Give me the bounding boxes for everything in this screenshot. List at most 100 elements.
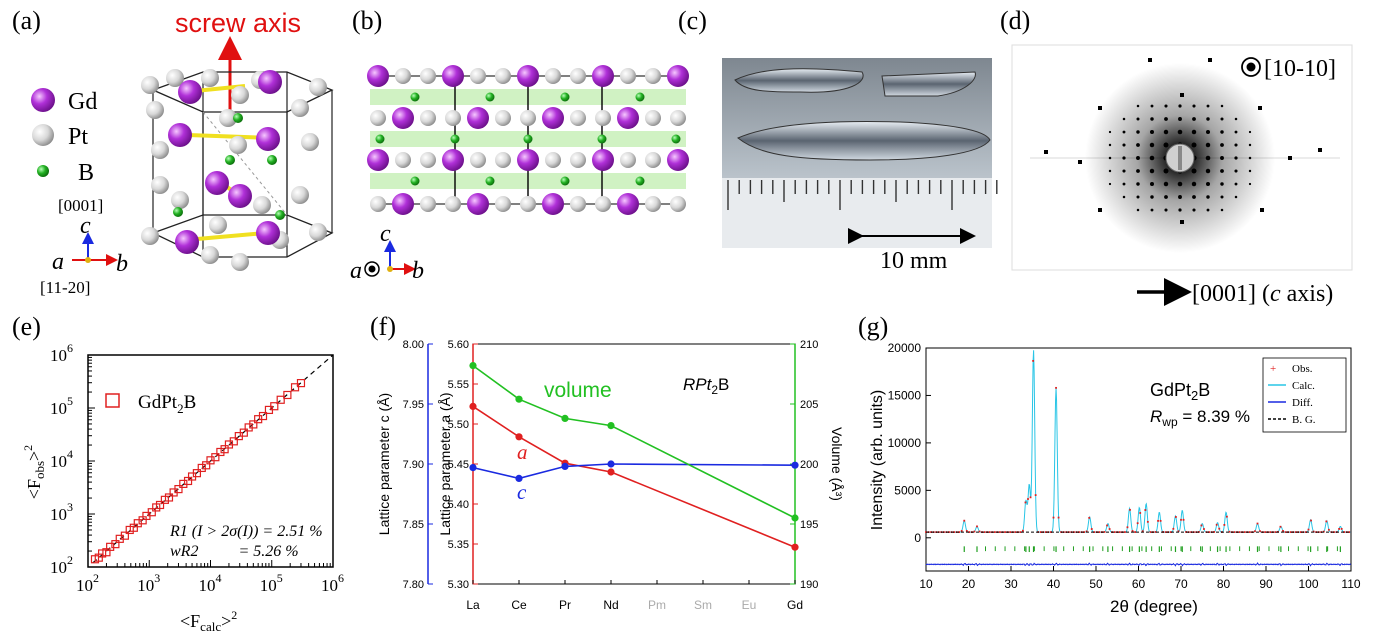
e-point xyxy=(276,395,285,404)
e-xtick-label: 104 xyxy=(199,571,222,595)
pt-atom xyxy=(520,110,536,126)
laue-spot xyxy=(1164,117,1168,121)
laue-spot xyxy=(1136,143,1140,147)
b-axis-b-label: b xyxy=(412,258,424,284)
pt-atom xyxy=(370,196,386,212)
laue-spot xyxy=(1122,156,1126,160)
scale-bar-label: 10 mm xyxy=(880,248,948,274)
b-atom xyxy=(485,92,495,102)
pt-atom xyxy=(520,196,536,212)
e-xtick-label: 102 xyxy=(76,571,99,595)
laue-spot xyxy=(1206,104,1210,108)
g-obs-point xyxy=(1057,516,1060,519)
g-obs-point xyxy=(1238,531,1241,533)
gd-atom xyxy=(367,149,389,171)
e-wr2: wR2 = 5.26 % xyxy=(170,543,299,560)
e-ylabel: <Fobs>2 xyxy=(21,445,47,499)
laue-spot xyxy=(1177,181,1183,187)
g-obs-point xyxy=(1029,496,1032,499)
gd-atom xyxy=(442,65,464,87)
laue-spot-far xyxy=(1180,220,1184,224)
e-point xyxy=(202,461,211,470)
gd-atom xyxy=(542,107,564,129)
g-ytick-label: 15000 xyxy=(888,388,922,402)
g-obs-point xyxy=(1299,531,1302,533)
g-obs-point xyxy=(1103,531,1106,533)
g-obs-point xyxy=(1139,512,1142,514)
g-obs-point xyxy=(1136,522,1139,525)
f-ylabel-c: Lattice parameter c (Å) xyxy=(376,393,392,535)
g-obs-point xyxy=(1248,531,1251,533)
g-xtick-label: 90 xyxy=(1259,577,1273,591)
gd-atom xyxy=(617,193,639,215)
dir-c-index: [0001] xyxy=(58,196,103,215)
g-xtick-label: 70 xyxy=(1174,577,1188,591)
pt-atom xyxy=(370,110,386,126)
f-v-tick-label: 195 xyxy=(800,519,818,531)
gd-atom xyxy=(442,149,464,171)
laue-spot xyxy=(1163,181,1169,187)
pt-atom xyxy=(545,152,561,168)
g-ytick-label: 0 xyxy=(914,531,921,545)
f-v-tick-label: 210 xyxy=(800,339,818,351)
g-obs-point xyxy=(1215,523,1218,526)
laue-spot xyxy=(1220,130,1224,134)
g-obs-point xyxy=(976,525,978,528)
f-point-volume xyxy=(607,422,615,430)
pt-atom xyxy=(645,196,661,212)
pt-atom xyxy=(470,152,486,168)
f-c-tick-label: 7.80 xyxy=(403,579,424,591)
laue-spot xyxy=(1149,142,1155,148)
gd-atom xyxy=(542,193,564,215)
crystal-2 xyxy=(881,71,976,97)
g-xtick-label: 20 xyxy=(962,577,976,591)
g-obs-point xyxy=(1325,520,1328,523)
b-atom xyxy=(410,92,420,102)
f-point-c xyxy=(469,464,477,472)
g-obs-point xyxy=(1108,528,1111,530)
laue-spot xyxy=(1206,117,1210,121)
g-obs-point xyxy=(1182,518,1185,521)
e-point xyxy=(98,549,107,558)
g-obs-point xyxy=(1338,527,1340,530)
bond xyxy=(185,231,266,242)
pt-atom xyxy=(420,68,436,84)
f-c-tick-label: 7.95 xyxy=(403,399,424,411)
panel-g-chart: 10 20 30 40 50 60 70 80 90 100 110 0 5000 10000 15000 2… xyxy=(869,341,1361,616)
laue-spot xyxy=(1205,155,1211,161)
f-point-a xyxy=(607,468,615,476)
gd-atom xyxy=(205,171,229,195)
panel-f-label: (f) xyxy=(370,312,396,341)
gd-atom xyxy=(367,65,389,87)
b-atom xyxy=(275,210,285,220)
f-xtick-label: Eu xyxy=(742,598,757,612)
g-obs-point xyxy=(1213,531,1216,533)
f-point-volume xyxy=(469,362,477,370)
gd-atom xyxy=(592,149,614,171)
laue-spot xyxy=(1220,208,1224,212)
f-point-c xyxy=(791,461,799,469)
g-xtick-label: 60 xyxy=(1132,577,1146,591)
laue-spot xyxy=(1108,169,1112,173)
pt-atom xyxy=(495,68,511,84)
e-xtick-exp: 2 xyxy=(93,571,99,585)
f-xtick-label: Pr xyxy=(559,598,571,612)
g-obs-point xyxy=(1093,531,1096,533)
laue-spot xyxy=(1234,182,1238,186)
gd-atom xyxy=(517,65,539,87)
laue-spot xyxy=(1192,117,1196,121)
laue-spot xyxy=(1234,130,1238,134)
g-obs-point xyxy=(958,531,961,533)
b-axis-a-label: a xyxy=(350,258,362,284)
legend-b-icon xyxy=(37,165,49,177)
b-axis-a-dot-center xyxy=(368,265,376,273)
f-v-tick-label: 200 xyxy=(800,459,818,471)
f-ylabel-a: Lattice parameter a (Å) xyxy=(437,392,453,535)
laue-spot xyxy=(1248,182,1252,186)
gd-atom xyxy=(617,107,639,129)
f-ticks: La Ce Pr Nd Pm Sm Eu Gd 7.80 7.85 7.90 7.95 8.00 5.30… xyxy=(403,339,819,612)
g-obs-point xyxy=(1264,531,1267,533)
laue-spot xyxy=(1108,130,1112,134)
laue-spot xyxy=(1163,168,1169,174)
